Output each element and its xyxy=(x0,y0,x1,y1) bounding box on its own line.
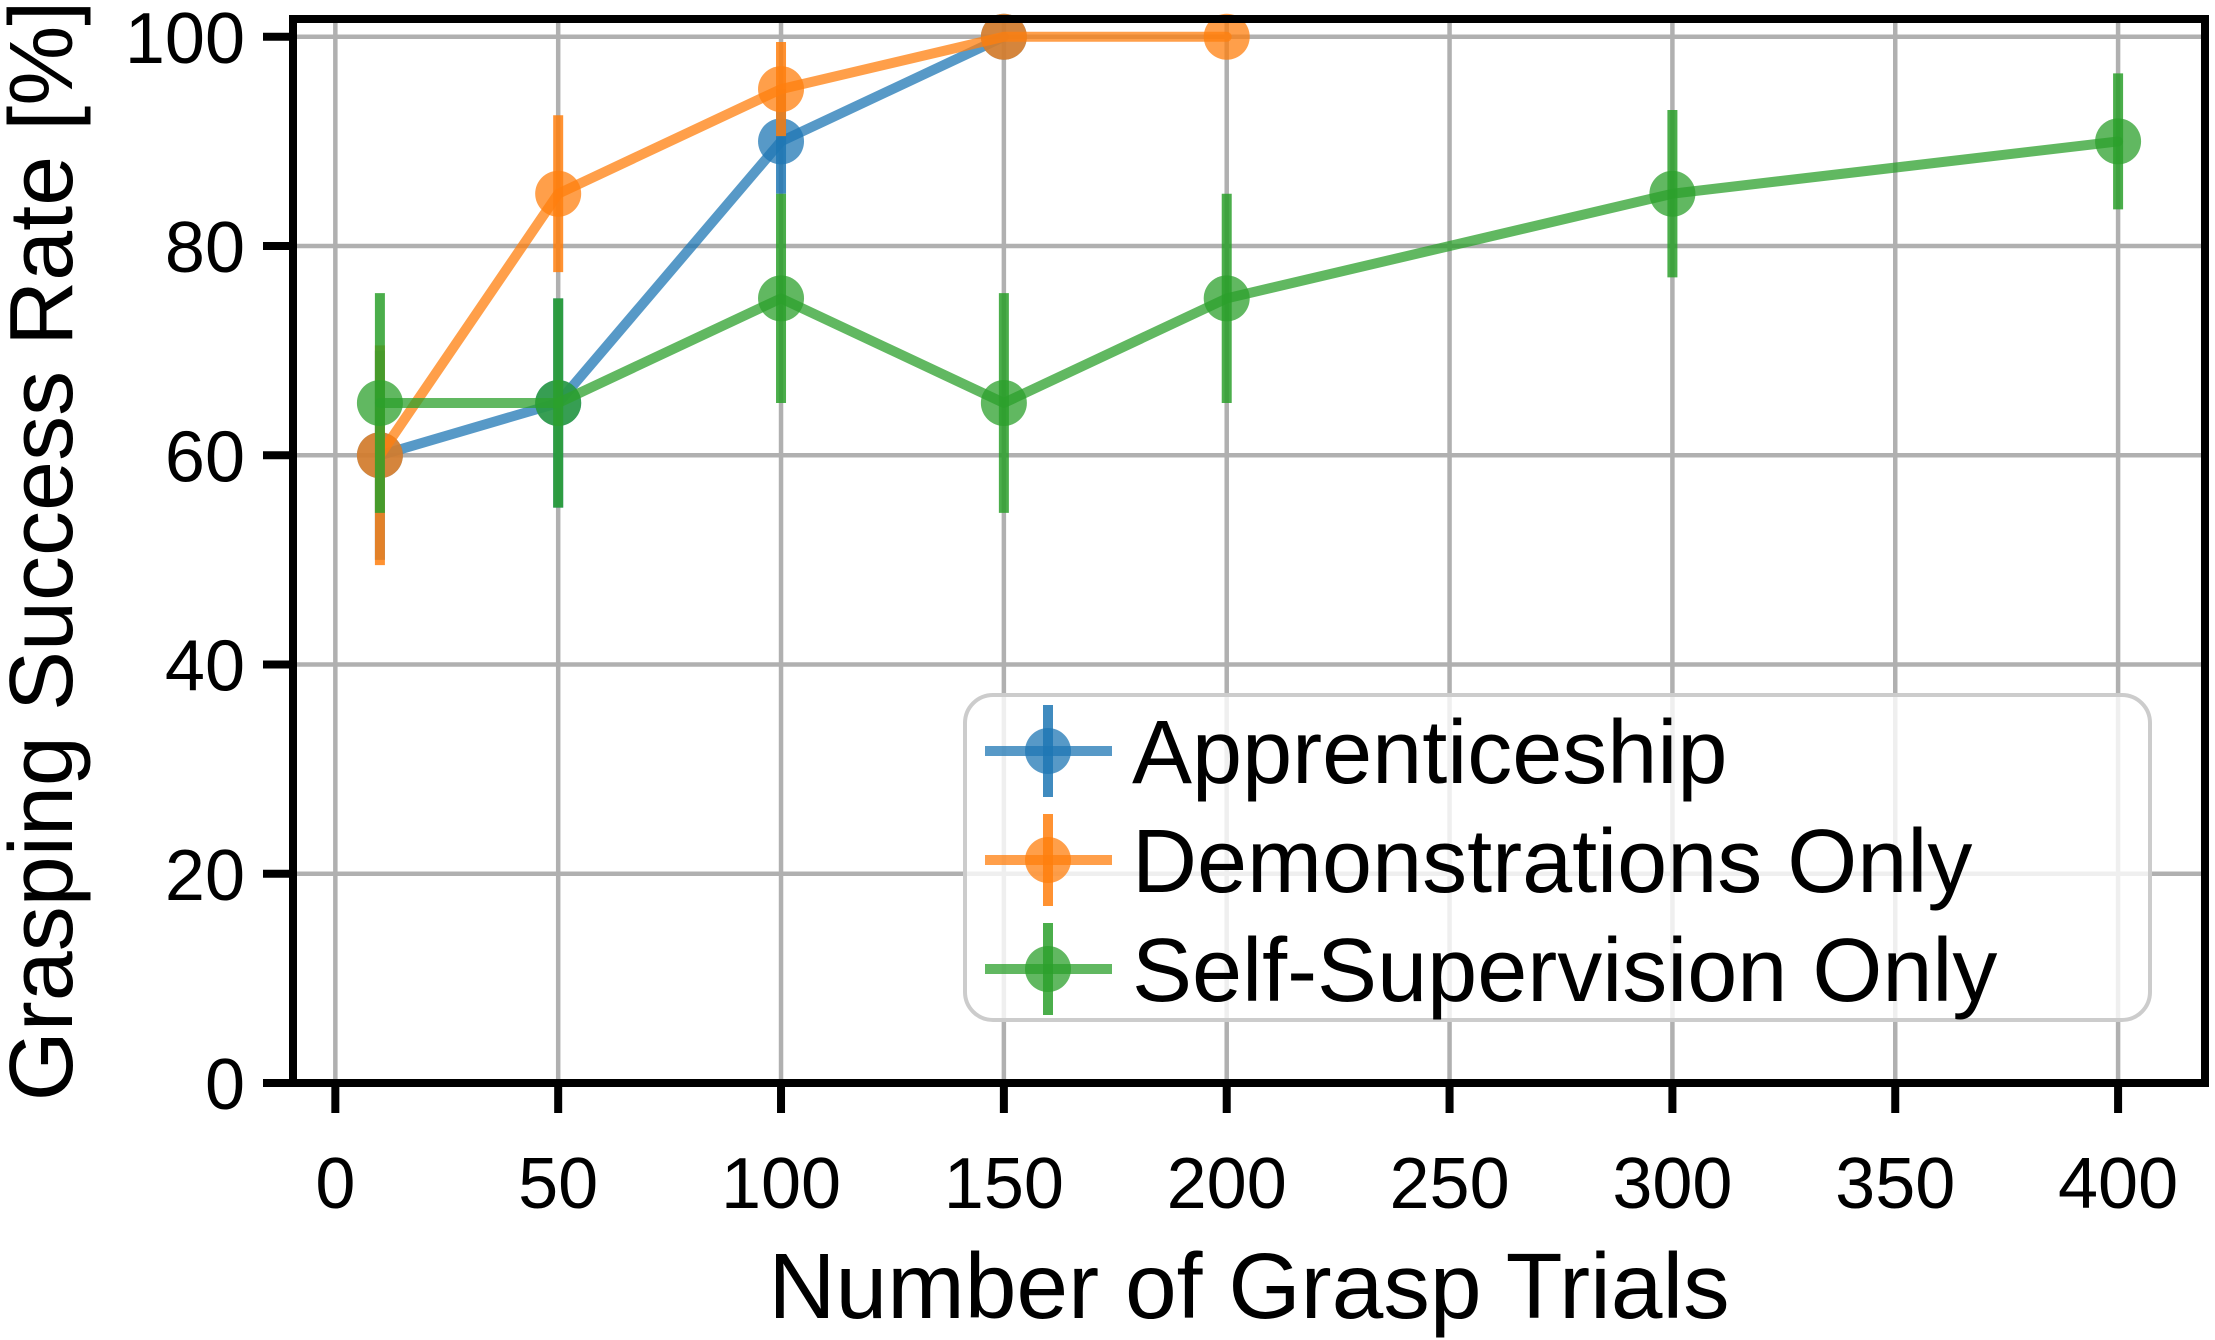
x-tick-label-50: 50 xyxy=(518,1144,598,1224)
series-self-supervision-only xyxy=(356,73,2142,513)
x-tick-label-150: 150 xyxy=(944,1144,1064,1224)
data-point-demonstrations-only-150 xyxy=(980,13,1027,60)
spine-layer xyxy=(289,15,2209,1087)
x-tick-label-350: 350 xyxy=(1835,1144,1955,1224)
legend-marker-apprenticeship xyxy=(1025,728,1071,774)
y-tick-label-20: 20 xyxy=(165,836,245,916)
y-tick-label-80: 80 xyxy=(165,208,245,288)
series-layer xyxy=(356,13,2142,566)
series-demonstrations-only xyxy=(356,13,1250,566)
legend-label-apprenticeship: Apprenticeship xyxy=(1132,703,1727,803)
legend-item-demonstrations-only: Demonstrations Only xyxy=(985,812,1972,912)
y-axis-title: Grasping Success Rate [%] xyxy=(0,1,92,1101)
series-line-self-supervision-only xyxy=(374,136,2124,408)
legend-marker-demonstrations-only xyxy=(1025,837,1071,883)
series-apprenticeship xyxy=(356,13,1027,560)
y-tick-label-100: 100 xyxy=(125,0,245,79)
legend-label-demonstrations-only: Demonstrations Only xyxy=(1132,812,1972,912)
y-tick-label-40: 40 xyxy=(165,627,245,707)
x-tick-label-200: 200 xyxy=(1167,1144,1287,1224)
plot-border xyxy=(289,15,2209,1087)
x-tick-label-300: 300 xyxy=(1612,1144,1732,1224)
x-tick-label-100: 100 xyxy=(721,1144,841,1224)
legend-item-apprenticeship: Apprenticeship xyxy=(985,703,1727,803)
x-tick-label-400: 400 xyxy=(2058,1144,2178,1224)
data-point-demonstrations-only-200 xyxy=(1203,13,1250,60)
y-tick-label-60: 60 xyxy=(165,417,245,497)
legend-label-self-supervision-only: Self-Supervision Only xyxy=(1132,921,1997,1021)
x-axis-title: Number of Grasp Trials xyxy=(768,1234,1729,1338)
x-tick-label-0: 0 xyxy=(315,1144,355,1224)
y-tick-label-0: 0 xyxy=(205,1045,245,1125)
legend-item-self-supervision-only: Self-Supervision Only xyxy=(985,921,1997,1021)
series-line-apprenticeship xyxy=(374,31,1009,461)
x-tick-label-250: 250 xyxy=(1389,1144,1509,1224)
legend-marker-self-supervision-only xyxy=(1025,946,1071,992)
tick-layer: 0 50 100 150 200 250 300 350 400 0 20 40 60 80 100 xyxy=(125,0,2178,1224)
legend-box xyxy=(963,693,2152,1022)
